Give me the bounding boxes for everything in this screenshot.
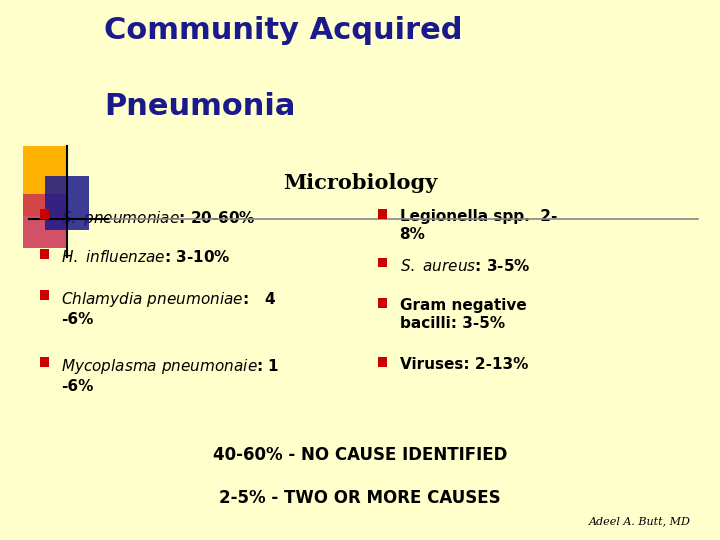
Text: Community Acquired: Community Acquired	[104, 16, 463, 45]
Bar	[23, 194, 68, 248]
Text: $\mathit{Mycoplasma\ pneumonaie}$: 1
-6%: $\mathit{Mycoplasma\ pneumonaie}$: 1 -6%	[61, 357, 279, 395]
Text: Gram negative
bacilli: 3-5%: Gram negative bacilli: 3-5%	[400, 298, 526, 331]
Bar	[40, 290, 49, 300]
Text: Microbiology: Microbiology	[283, 173, 437, 193]
Text: Viruses: 2-13%: Viruses: 2-13%	[400, 357, 528, 373]
Bar	[40, 249, 49, 259]
Bar	[378, 258, 387, 267]
Text: Legionella spp.  2-
8%: Legionella spp. 2- 8%	[400, 209, 557, 242]
Text: 2-5% - TWO OR MORE CAUSES: 2-5% - TWO OR MORE CAUSES	[219, 489, 501, 507]
Bar	[378, 298, 387, 308]
Text: Pneumonia: Pneumonia	[104, 92, 296, 121]
Bar	[378, 209, 387, 219]
Text: Adeel A. Butt, MD: Adeel A. Butt, MD	[590, 516, 691, 526]
Bar	[45, 176, 89, 230]
Bar	[40, 209, 49, 219]
Bar	[40, 357, 49, 367]
Text: 40-60% - NO CAUSE IDENTIFIED: 40-60% - NO CAUSE IDENTIFIED	[213, 446, 507, 463]
Bar	[23, 146, 68, 216]
Text: $\mathit{S.\ pneumoniae}$: 20-60%: $\mathit{S.\ pneumoniae}$: 20-60%	[61, 209, 256, 228]
Text: $\mathit{Chlamydia\ pneumoniae}$:   4
-6%: $\mathit{Chlamydia\ pneumoniae}$: 4 -6%	[61, 290, 276, 327]
Text: $\mathit{H.\ influenzae}$: 3-10%: $\mathit{H.\ influenzae}$: 3-10%	[61, 249, 230, 266]
Text: $\mathit{S.\ aureus}$: 3-5%: $\mathit{S.\ aureus}$: 3-5%	[400, 258, 530, 274]
Bar	[378, 357, 387, 367]
